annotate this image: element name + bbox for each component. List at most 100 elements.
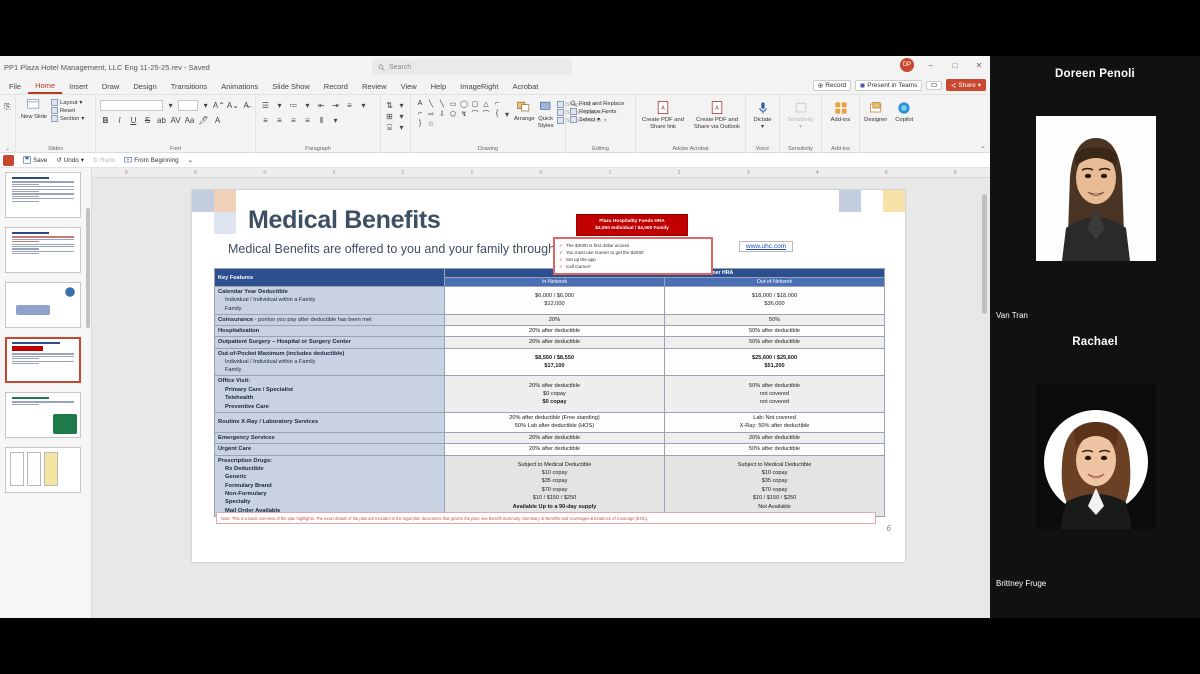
tab-animations[interactable]: Animations	[221, 81, 259, 91]
font-size-input[interactable]	[178, 100, 198, 111]
textbox-shape-icon[interactable]: A	[417, 100, 423, 107]
participant-tile[interactable]: Doreen Penoli Van Tran	[990, 56, 1200, 324]
align-right-icon[interactable]: ≡	[291, 116, 296, 125]
shapes-more-icon[interactable]: ▾	[505, 109, 510, 119]
triangle-shape-icon[interactable]: △	[483, 100, 489, 108]
search-box[interactable]: Search	[372, 59, 572, 75]
arc-shape-icon[interactable]: ⌒	[482, 110, 490, 118]
user-avatar[interactable]: DP	[900, 58, 914, 72]
font-name-input[interactable]	[100, 100, 163, 111]
font-name-chevron-icon[interactable]: ▾	[168, 101, 173, 110]
bold-icon[interactable]: B	[102, 116, 109, 125]
customize-qat-icon[interactable]: ⌄	[187, 156, 193, 164]
share-button[interactable]: Share ▾	[946, 79, 986, 91]
font-size-chevron-icon[interactable]: ▾	[203, 101, 208, 110]
right-arrow-shape-icon[interactable]: ⇨	[428, 110, 434, 118]
paste-icon[interactable]: ⎘	[4, 101, 11, 111]
rectangle-shape-icon[interactable]: ▭	[449, 100, 457, 108]
designer-button[interactable]: Designer	[864, 100, 888, 124]
arrange-button[interactable]: Arrange	[514, 99, 535, 123]
slide-thumbnail[interactable]	[5, 392, 81, 438]
convert-to-smartart-icon[interactable]: ⌸	[387, 122, 392, 132]
slide-subtitle[interactable]: Medical Benefits are offered to you and …	[228, 242, 656, 256]
sensitivity-button[interactable]: Sensitivity ▾	[787, 100, 815, 130]
bullets-icon[interactable]: ☰	[261, 101, 270, 110]
align-text-icon[interactable]: ⊞	[386, 112, 393, 121]
maximize-button[interactable]: □	[952, 60, 958, 70]
tab-file[interactable]: File	[9, 81, 22, 91]
tab-home[interactable]: Home	[28, 79, 63, 94]
save-button[interactable]: Save	[23, 156, 47, 164]
star-shape-icon[interactable]: ☆	[427, 120, 435, 128]
slide-canvas[interactable]: Medical Benefits Medical Benefits are of…	[192, 190, 905, 562]
record-button[interactable]: Record	[813, 79, 852, 91]
text-highlight-color-icon[interactable]: 🖊	[198, 116, 209, 125]
from-beginning-button[interactable]: From Beginning	[124, 156, 179, 164]
tab-record[interactable]: Record	[323, 81, 348, 91]
tab-review[interactable]: Review	[361, 81, 387, 91]
down-arrow-shape-icon[interactable]: ⇩	[439, 110, 445, 118]
uhc-website-link[interactable]: www.uhc.com	[739, 241, 794, 252]
replace-fonts-button[interactable]: Replace Fonts	[570, 108, 631, 115]
oval-shape-icon[interactable]: ◯	[460, 100, 468, 108]
connector-shape-icon[interactable]: ↯	[461, 110, 467, 118]
present-in-teams-button[interactable]: Present in Teams	[855, 79, 923, 91]
dictate-button[interactable]: Dictate ▾	[750, 100, 775, 130]
shapes-gallery[interactable]: A ╲ ╲ ▭ ◯ ▢ △ ⌐ ⌐ ⇨ ⇩ ⬠ ↯ ⌒ ⌒	[415, 99, 502, 128]
increase-font-size-icon[interactable]: A⌃	[212, 101, 225, 110]
tab-imageright[interactable]: ImageRight	[460, 81, 499, 91]
section-button[interactable]: Section ▾	[51, 115, 84, 122]
tab-design[interactable]: Design	[133, 81, 157, 91]
quick-styles-button[interactable]: Quick Styles	[538, 99, 554, 129]
justify-icon[interactable]: ≡	[305, 116, 310, 125]
text-shadow-icon[interactable]: ab	[157, 116, 166, 125]
undo-button[interactable]: ↺ Undo ▾	[56, 156, 84, 164]
select-button[interactable]: Select ▾	[570, 116, 631, 123]
tab-view[interactable]: View	[400, 81, 417, 91]
redo-button[interactable]: ↻ Redo	[92, 156, 116, 164]
underline-icon[interactable]: U	[130, 116, 137, 125]
shape-effects-button[interactable]: Shape Effects ▾	[556, 117, 608, 124]
add-ins-button[interactable]: Add-ins	[827, 100, 855, 124]
tab-slide-show[interactable]: Slide Show	[272, 81, 310, 91]
copilot-button[interactable]: Copilot	[893, 100, 917, 124]
slide-thumbnail[interactable]	[5, 172, 81, 218]
slide-thumbnail[interactable]	[5, 227, 81, 273]
line-spacing-icon[interactable]: ≡	[347, 101, 352, 110]
create-pdf-share-outlook-button[interactable]: A Create PDF and Share via Outlook	[693, 100, 741, 130]
reset-button[interactable]: Reset	[51, 107, 84, 114]
text-direction-icon[interactable]: ⇅	[386, 101, 393, 110]
tab-help[interactable]: Help	[430, 81, 447, 91]
strikethrough-icon[interactable]: S	[144, 116, 151, 125]
collapse-ribbon-icon[interactable]: ⌄	[980, 143, 986, 150]
comments-button[interactable]	[926, 80, 943, 90]
tab-insert[interactable]: Insert	[69, 81, 88, 91]
slide-thumbnail-selected[interactable]	[5, 337, 81, 383]
hra-callout-box[interactable]: Plaza Hospitality Funds HRA $2,000 Indiv…	[576, 214, 688, 237]
brace-right-shape-icon[interactable]: }	[418, 120, 422, 127]
close-button[interactable]: ✕	[975, 60, 983, 70]
garner-checklist-callout[interactable]: ✓ The $2000 is first dollar access ✓ You m…	[553, 237, 713, 276]
minimize-button[interactable]: –	[928, 60, 934, 70]
slide-vertical-scrollbar[interactable]	[982, 194, 987, 314]
slide-thumbnail[interactable]	[5, 447, 81, 493]
character-spacing-icon[interactable]: AV	[170, 116, 181, 125]
italic-icon[interactable]: I	[118, 116, 121, 125]
increase-indent-icon[interactable]: ⇥	[332, 101, 339, 110]
tab-transitions[interactable]: Transitions	[170, 81, 208, 91]
clear-formatting-icon[interactable]: A̶	[243, 101, 249, 110]
new-slide-button[interactable]: New Slide	[20, 97, 48, 121]
change-case-icon[interactable]: Aa	[184, 116, 195, 125]
decrease-indent-icon[interactable]: ⇤	[318, 101, 325, 110]
arrow-shape-icon[interactable]: ╲	[439, 100, 445, 108]
elbow2-shape-icon[interactable]: ⌐	[417, 110, 423, 117]
align-left-icon[interactable]: ≡	[263, 116, 268, 125]
align-center-icon[interactable]: ≡	[277, 116, 282, 125]
font-color-icon[interactable]: A	[214, 116, 221, 125]
curve-shape-icon[interactable]: ⌒	[471, 110, 479, 118]
slide-note[interactable]: Note: This is a basic overview of the pl…	[216, 512, 876, 525]
slide-title[interactable]: Medical Benefits	[248, 206, 441, 234]
line-shape-icon[interactable]: ╲	[428, 100, 434, 108]
find-and-replace-button[interactable]: Find and Replace	[570, 100, 631, 107]
decrease-font-size-icon[interactable]: A⌄	[226, 101, 239, 110]
